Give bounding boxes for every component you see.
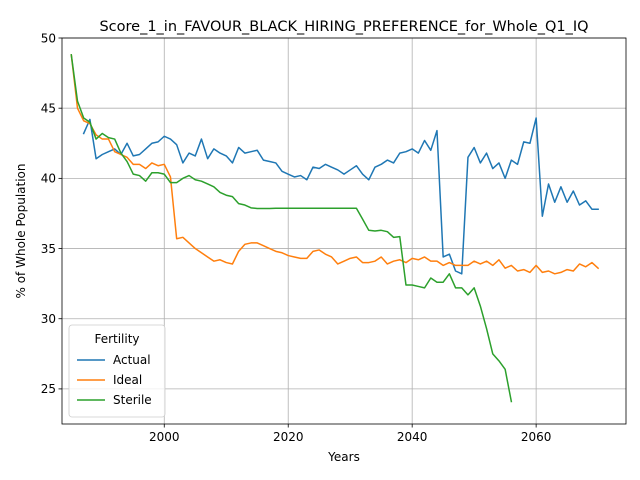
x-tick-label: 2060 — [521, 430, 552, 444]
plot-frame — [61, 37, 627, 425]
x-tick-label: 2020 — [273, 430, 304, 444]
legend: Fertility Actual Ideal Sterile — [68, 324, 166, 418]
x-axis-label: Years — [327, 450, 360, 464]
y-tick-label: 45 — [41, 101, 56, 115]
y-tick-label: 30 — [41, 312, 56, 326]
series-line-actual — [82, 117, 599, 275]
y-tick-label: 50 — [41, 31, 56, 45]
y-tick-label: 35 — [41, 242, 56, 256]
x-tick-label: 2000 — [149, 430, 180, 444]
x-tick-label: 2040 — [397, 430, 428, 444]
y-tick-label: 40 — [41, 172, 56, 186]
y-axis-label: % of Whole Population — [14, 164, 28, 299]
series-layer — [70, 53, 600, 403]
y-tick-label: 25 — [41, 382, 56, 396]
series-line-ideal — [70, 54, 600, 275]
legend-label-actual: Actual — [113, 353, 151, 367]
legend-label-ideal: Ideal — [113, 373, 142, 387]
legend-entries: Actual Ideal Sterile — [77, 353, 152, 407]
legend-label-sterile: Sterile — [113, 393, 152, 407]
chart-title: Score_1_in_FAVOUR_BLACK_HIRING_PREFERENC… — [99, 19, 588, 35]
legend-title: Fertility — [94, 332, 139, 346]
series-line-sterile — [70, 53, 513, 403]
legend-box — [68, 324, 166, 418]
axis-ticks: 2000 2020 2040 2060 25 30 35 40 45 50 — [41, 31, 552, 444]
